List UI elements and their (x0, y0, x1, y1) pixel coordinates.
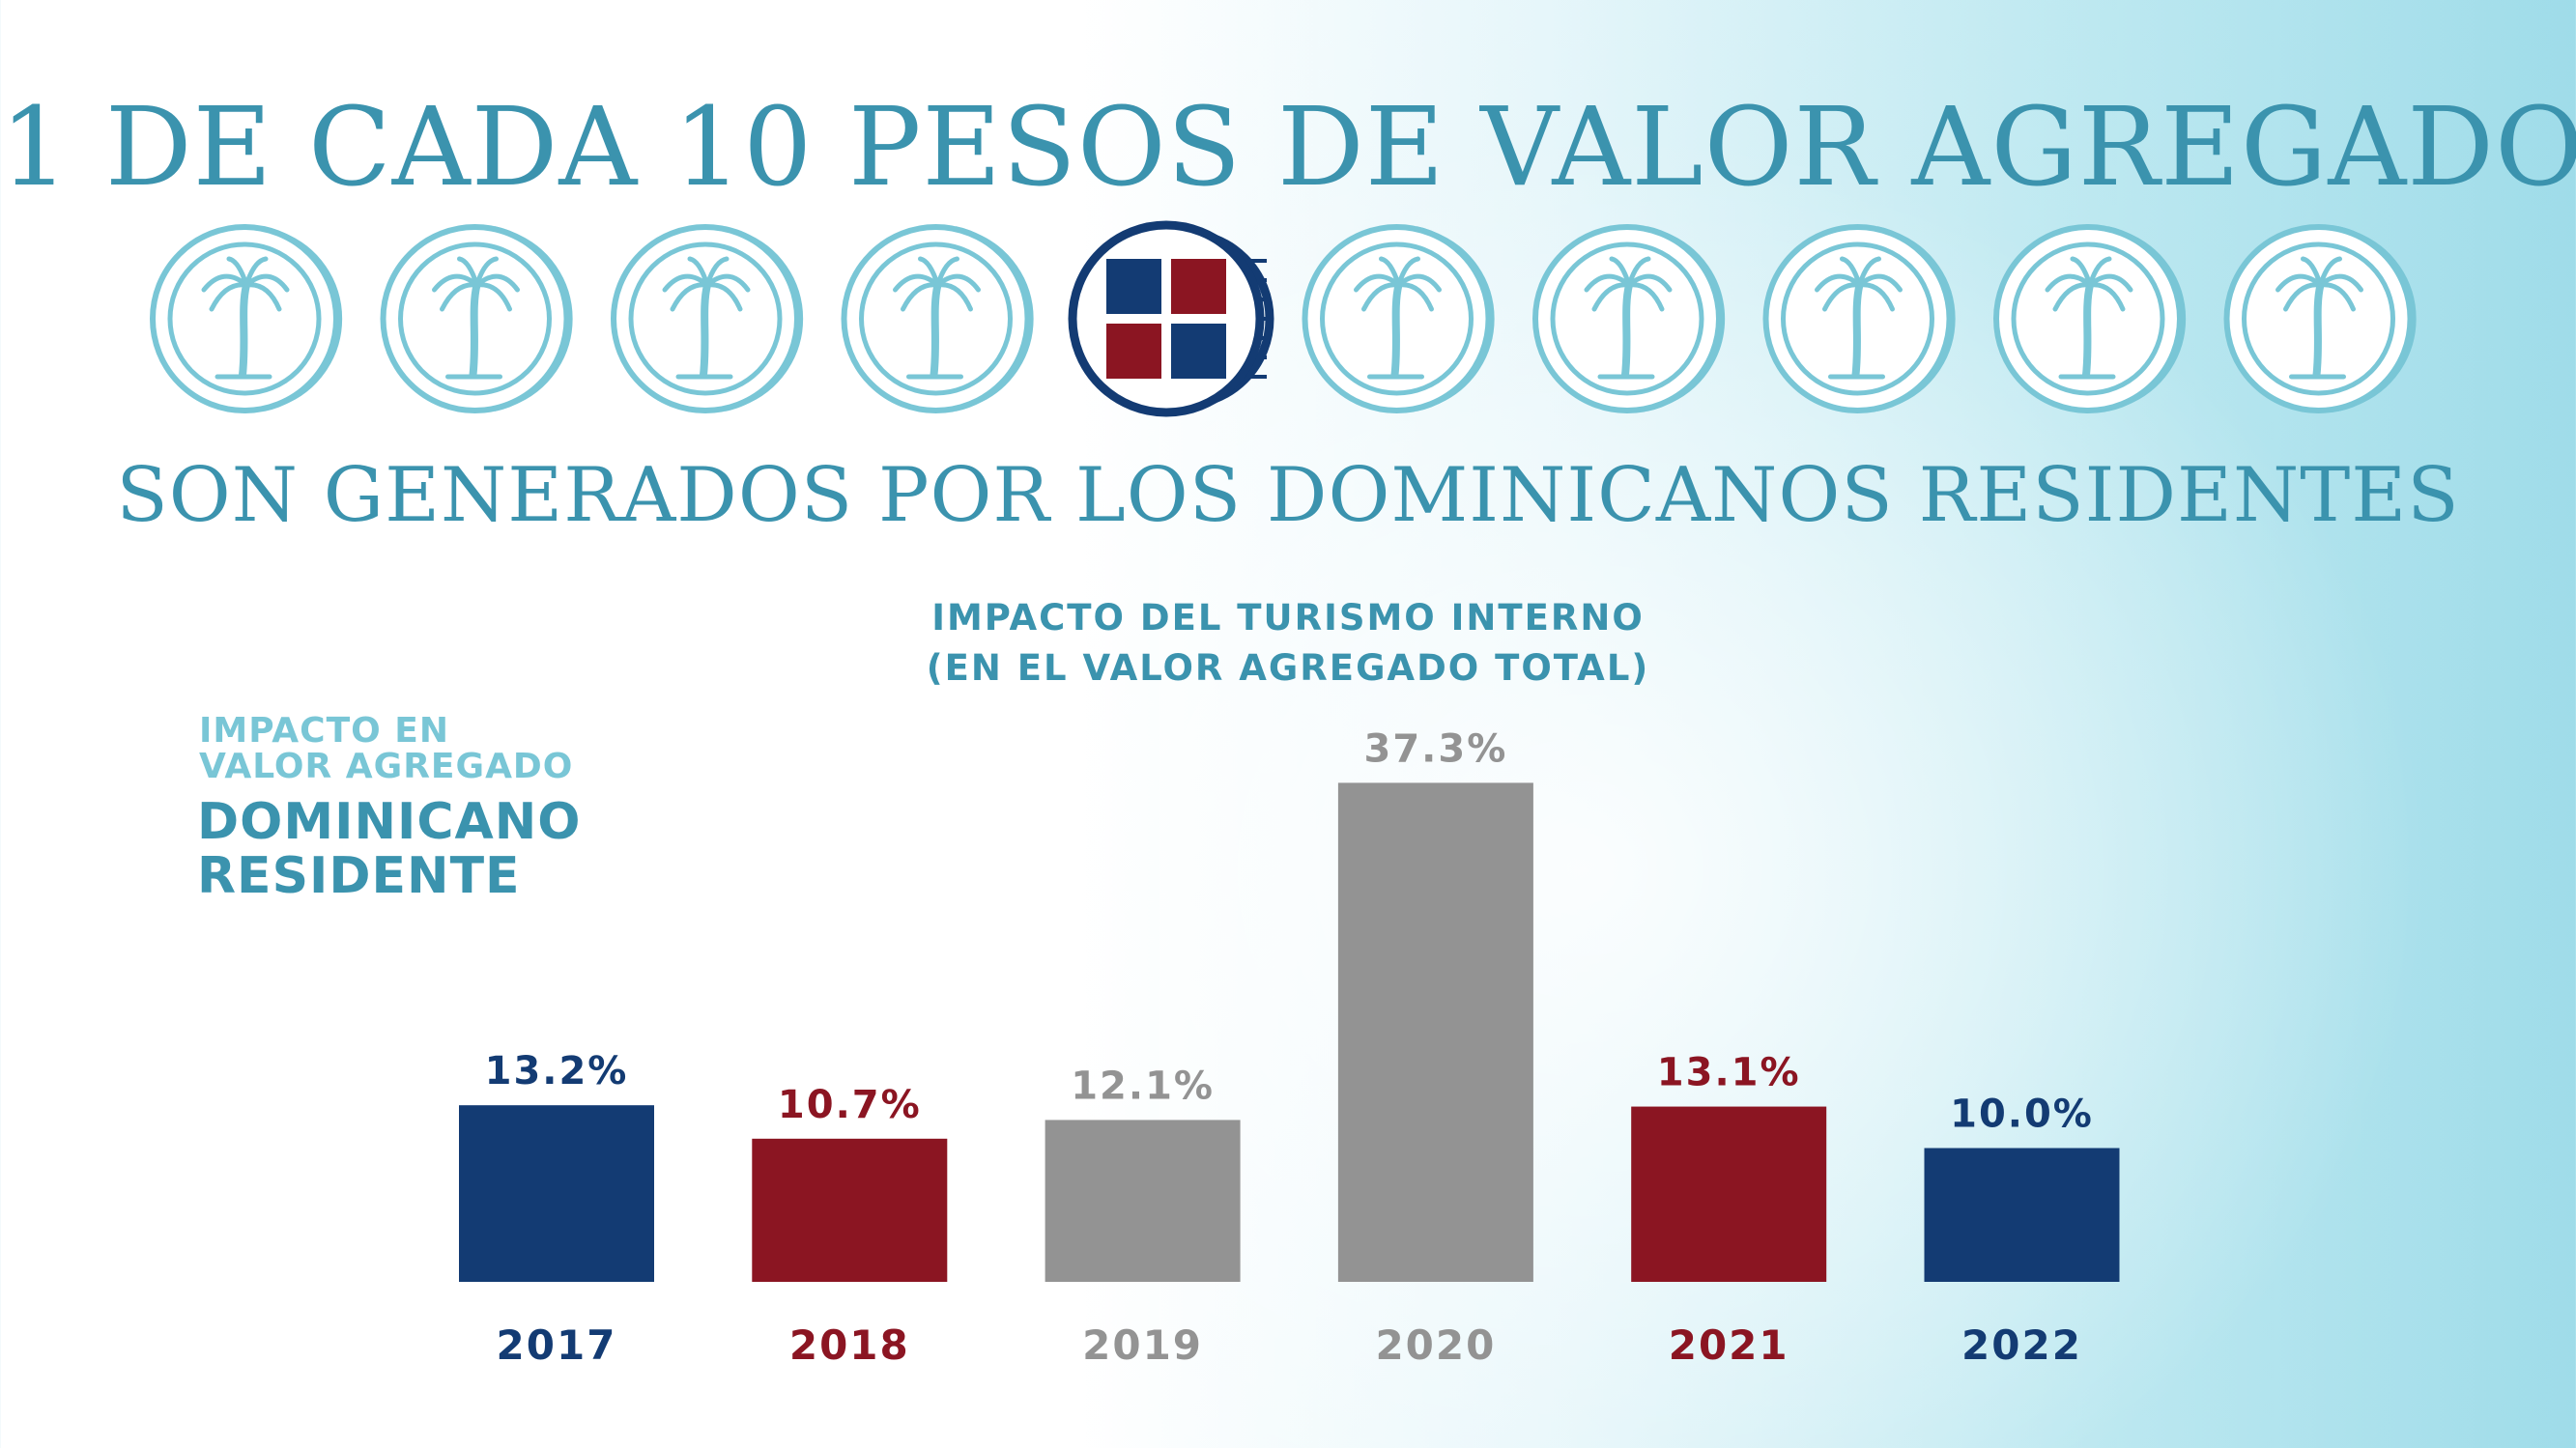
chart-title-line2: (EN EL VALOR AGREGADO TOTAL) (926, 647, 1650, 689)
palm-tree-icon (611, 224, 804, 413)
bar-2020 (1337, 782, 1533, 1282)
year-label-2022: 2022 (1961, 1321, 2082, 1369)
side-label-line1: IMPACTO EN (199, 711, 449, 751)
palm-tree-icon (1993, 224, 2187, 413)
bar-2022 (1924, 1148, 2120, 1282)
side-label-line3: DOMINICANO (197, 793, 582, 851)
year-label-2018: 2018 (789, 1321, 910, 1369)
year-label-2017: 2017 (497, 1321, 617, 1369)
bar-2019 (1045, 1120, 1241, 1282)
bar-2017 (459, 1105, 654, 1282)
palm-tree-icon (841, 224, 1034, 413)
year-label-2021: 2021 (1669, 1321, 1789, 1369)
value-label-2020: 37.3% (1364, 726, 1508, 771)
palm-tree-icon (2223, 224, 2417, 413)
side-label-line4: RESIDENTE (197, 847, 521, 905)
value-label-2018: 10.7% (778, 1083, 922, 1127)
value-label-2021: 13.1% (1657, 1051, 1801, 1095)
palm-tree-icon (150, 224, 343, 413)
palm-tree-icon (1532, 224, 1726, 413)
dominican-flag-icon (1068, 220, 1274, 417)
headline-bottom: SON GENERADOS POR LOS DOMINICANOS RESIDE… (116, 452, 2460, 539)
palm-tree-icon (1302, 224, 1495, 413)
value-label-2019: 12.1% (1071, 1064, 1215, 1108)
year-label-2020: 2020 (1375, 1321, 1496, 1369)
headline-top: 1 DE CADA 10 PESOS DE VALOR AGREGADO (0, 85, 2576, 211)
palm-tree-icon (380, 224, 573, 413)
side-label-line2: VALOR AGREGADO (199, 747, 574, 786)
palm-tree-icon (1762, 224, 1956, 413)
value-label-2017: 13.2% (485, 1049, 629, 1093)
year-label-2019: 2019 (1082, 1321, 1203, 1369)
value-label-2022: 10.0% (1950, 1093, 2094, 1137)
bar-2021 (1631, 1106, 1827, 1282)
bar-2018 (752, 1138, 948, 1282)
chart-title-line1: IMPACTO DEL TURISMO INTERNO (931, 597, 1645, 639)
